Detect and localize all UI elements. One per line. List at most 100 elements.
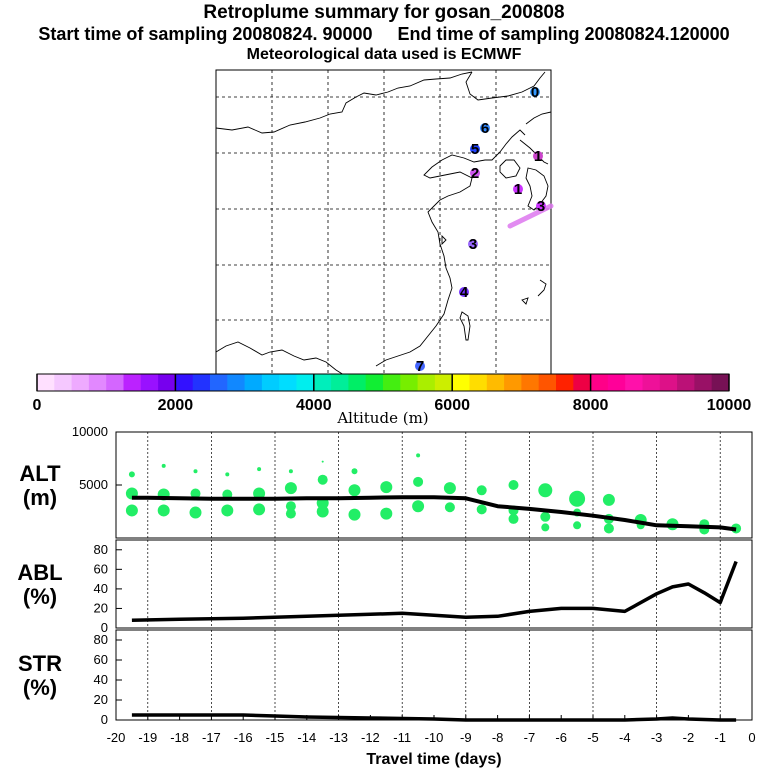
altitude-cluster-point <box>380 507 393 520</box>
time-series-panels: ALT(m)100005000ABL(%)806040200STR(%)8060… <box>17 424 755 768</box>
colorbar-swatch <box>365 374 384 391</box>
altitude-cluster-point <box>253 487 266 500</box>
alt-axis-label: ALT <box>19 461 61 486</box>
colorbar-swatch <box>210 374 228 391</box>
x-tick-label: -9 <box>460 730 472 745</box>
colorbar-swatch <box>88 374 107 391</box>
y-tick-label: 20 <box>94 692 108 707</box>
alt-axis-label: (m) <box>23 485 57 510</box>
x-tick-label: -14 <box>297 730 316 745</box>
x-tick-label: -8 <box>492 730 504 745</box>
str-panel-frame <box>115 629 753 721</box>
map-marker-dot <box>468 239 478 249</box>
altitude-cluster-point <box>508 513 519 524</box>
str-axis-label: (%) <box>23 675 57 700</box>
y-tick-label: 60 <box>94 561 108 576</box>
colorbar-swatch <box>469 374 488 391</box>
map-marker-label: 0 <box>531 84 539 101</box>
altitude-cluster-point <box>538 483 553 498</box>
altitude-cluster-point <box>416 453 421 458</box>
x-tick-label: -17 <box>202 730 221 745</box>
colorbar-swatch <box>504 374 522 391</box>
colorbar-swatch <box>383 374 401 391</box>
altitude-mean-line <box>131 495 737 532</box>
altitude-cluster-point <box>316 505 329 518</box>
map-marker-dot <box>513 184 523 194</box>
colorbar-swatch <box>313 374 332 391</box>
altitude-cluster-point <box>284 482 297 495</box>
altitude-cluster-point <box>476 485 487 496</box>
y-tick-label: 0 <box>101 712 108 727</box>
abl-series-line <box>131 560 738 622</box>
colorbar-swatch <box>71 374 90 391</box>
colorbar-swatch <box>486 374 505 391</box>
altitude-cluster-point <box>157 504 170 517</box>
colorbar-swatch <box>331 374 349 391</box>
altitude-cluster-point <box>573 521 582 530</box>
map-marker-dot <box>533 151 543 161</box>
colorbar-swatch <box>296 374 315 391</box>
x-tick-label: -1 <box>714 730 726 745</box>
colorbar-swatch <box>521 374 540 391</box>
colorbar-swatch <box>538 374 557 391</box>
colorbar-swatch <box>279 374 297 391</box>
colorbar-swatch <box>348 374 367 391</box>
x-tick-label: -16 <box>234 730 253 745</box>
abl-panel-frame <box>115 539 753 629</box>
altitude-cluster-point <box>508 480 519 490</box>
x-tick-label: -20 <box>107 730 126 745</box>
altitude-cluster-point <box>125 504 138 517</box>
y-tick-label: 80 <box>94 542 108 557</box>
map-marker-dot <box>480 123 490 133</box>
colorbar-swatch <box>175 374 194 391</box>
altitude-cluster-point <box>412 500 425 513</box>
colorbar-swatch <box>556 374 574 391</box>
colorbar-swatch <box>192 374 211 391</box>
coastlines <box>215 71 552 376</box>
colorbar-swatch <box>244 374 263 391</box>
colorbar-swatch <box>452 374 470 391</box>
colorbar-swatch <box>659 374 678 391</box>
met-data-line: Meteorological data used is ECMWF <box>246 46 522 63</box>
colorbar-swatch <box>607 374 626 391</box>
str-series-line <box>131 713 737 722</box>
map-gridlines <box>216 70 551 375</box>
colorbar-swatch <box>106 374 124 391</box>
altitude-cluster-point <box>413 476 424 487</box>
y-tick-label: 60 <box>94 652 108 667</box>
map-marker-label: 4 <box>460 284 469 301</box>
y-tick-label: 10000 <box>72 424 108 439</box>
colorbar-swatch <box>573 374 592 391</box>
altitude-cluster-point <box>193 469 198 474</box>
x-tick-label: -4 <box>619 730 631 745</box>
x-tick-label: 0 <box>748 730 755 745</box>
x-tick-label: -19 <box>138 730 157 745</box>
map-marker-label: 3 <box>537 198 545 215</box>
map-marker-label: 6 <box>481 120 489 137</box>
altitude-cluster-point <box>348 484 361 497</box>
y-tick-label: 40 <box>94 672 108 687</box>
map-marker-dot <box>536 201 546 211</box>
y-tick-label: 5000 <box>79 477 108 492</box>
chart-title: Retroplume summary for gosan_200808 <box>203 2 565 23</box>
colorbar-swatch <box>625 374 643 391</box>
altitude-cluster-point <box>161 463 166 468</box>
altitude-cluster-point <box>285 508 296 519</box>
x-tick-label: -18 <box>170 730 189 745</box>
map-frame <box>215 69 552 376</box>
colorbar-swatch <box>158 374 176 391</box>
altitude-cluster-point <box>288 469 293 474</box>
map-marker-label: 1 <box>534 148 542 165</box>
altitude-cluster-point <box>317 474 328 485</box>
x-tick-label: -3 <box>651 730 663 745</box>
altitude-cluster-point <box>569 490 586 507</box>
map-marker-dot <box>459 287 469 297</box>
altitude-cluster-point <box>602 493 615 506</box>
altitude-cluster-point <box>225 472 230 477</box>
altitude-cluster-point <box>221 504 234 517</box>
map-marker-label: 5 <box>471 141 479 158</box>
x-tick-label: -2 <box>683 730 695 745</box>
colorbar-tick-label: 8000 <box>573 397 609 414</box>
